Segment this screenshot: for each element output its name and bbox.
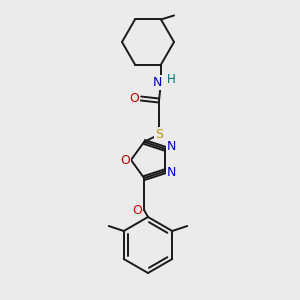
Text: N: N: [167, 166, 176, 179]
Text: O: O: [129, 92, 139, 105]
Text: N: N: [167, 140, 176, 153]
Text: O: O: [132, 204, 142, 217]
Text: H: H: [167, 73, 176, 86]
Text: O: O: [120, 154, 130, 166]
Text: N: N: [152, 76, 162, 89]
Text: S: S: [155, 128, 163, 141]
